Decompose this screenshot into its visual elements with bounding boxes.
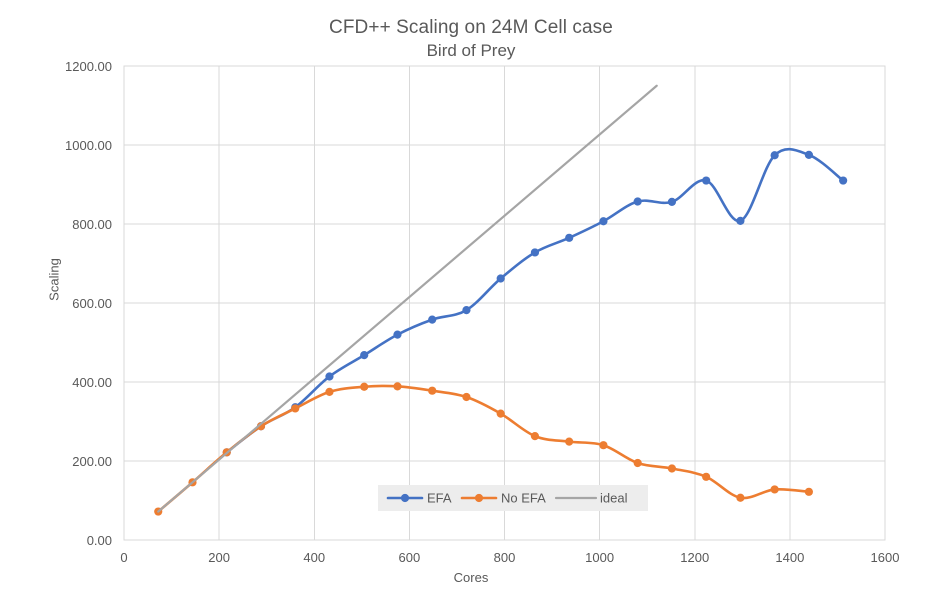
data-point-marker[interactable] [393, 330, 402, 339]
x-tick-label: 1600 [871, 550, 900, 565]
data-point-marker[interactable] [839, 176, 848, 185]
data-point-marker[interactable] [667, 197, 677, 206]
y-tick-label: 1200.00 [65, 59, 112, 74]
x-axis-title: Cores [453, 570, 489, 585]
y-tick-label: 400.00 [72, 375, 112, 390]
data-point-marker[interactable] [325, 387, 334, 396]
legend-label: No EFA [501, 490, 546, 505]
x-tick-label: 800 [494, 550, 516, 565]
y-tick-label: 0.00 [87, 533, 112, 548]
data-point-marker[interactable] [325, 372, 334, 381]
data-point-marker[interactable] [565, 233, 574, 242]
data-point-marker[interactable] [462, 306, 471, 315]
data-point-marker[interactable] [770, 485, 779, 494]
y-tick-label: 800.00 [72, 217, 112, 232]
series-line [157, 84, 658, 513]
legend-label: EFA [427, 490, 452, 505]
data-point-marker[interactable] [530, 248, 540, 257]
y-tick-label: 1000.00 [65, 138, 112, 153]
data-point-marker[interactable] [565, 437, 574, 446]
legend-item-efa[interactable]: EFA [386, 490, 452, 505]
data-series-group [154, 84, 848, 516]
data-point-marker[interactable] [393, 382, 402, 391]
data-point-marker[interactable] [530, 432, 540, 441]
x-tick-label: 600 [399, 550, 421, 565]
data-point-marker[interactable] [291, 404, 300, 413]
data-point-marker[interactable] [428, 315, 437, 324]
legend-marker-swatch [474, 493, 484, 503]
data-point-marker[interactable] [633, 197, 642, 206]
data-point-marker[interactable] [360, 351, 369, 360]
plot-area-border [123, 65, 886, 541]
x-tick-label: 400 [303, 550, 325, 565]
x-tick-label: 1200 [680, 550, 709, 565]
data-point-marker[interactable] [360, 382, 369, 391]
data-point-marker[interactable] [804, 150, 814, 159]
x-tick-label: 200 [208, 550, 230, 565]
data-point-marker[interactable] [599, 441, 608, 450]
data-point-marker[interactable] [804, 487, 814, 496]
data-point-marker[interactable] [496, 274, 505, 283]
series-ideal [157, 84, 658, 513]
data-point-marker[interactable] [702, 472, 711, 481]
data-point-marker[interactable] [736, 216, 745, 225]
x-tick-label: 1000 [585, 550, 614, 565]
data-point-marker[interactable] [428, 386, 437, 395]
data-point-marker[interactable] [667, 464, 677, 473]
legend-item-no-efa[interactable]: No EFA [460, 490, 546, 505]
x-tick-label: 0 [120, 550, 127, 565]
y-tick-labels: 0.00 200.00 400.00 600.00 800.00 1000.00 1200.… [65, 59, 112, 548]
legend-marker-swatch [400, 493, 410, 503]
y-tick-label: 600.00 [72, 296, 112, 311]
data-point-marker[interactable] [633, 458, 642, 468]
data-point-marker[interactable] [599, 217, 608, 226]
legend-label: ideal [600, 490, 628, 505]
x-tick-label: 1400 [775, 550, 804, 565]
data-point-marker[interactable] [496, 409, 505, 418]
chart-legend[interactable]: EFA No EFA ideal [378, 485, 648, 511]
data-point-marker[interactable] [462, 392, 471, 402]
data-point-marker[interactable] [702, 176, 711, 185]
data-point-marker[interactable] [736, 493, 745, 502]
data-point-marker[interactable] [770, 151, 779, 160]
x-tick-labels: 0 200 400 600 800 1000 1200 1400 1600 [120, 550, 899, 565]
y-tick-label: 200.00 [72, 454, 112, 469]
legend-item-ideal[interactable]: ideal [554, 490, 628, 505]
series-line [225, 147, 845, 454]
